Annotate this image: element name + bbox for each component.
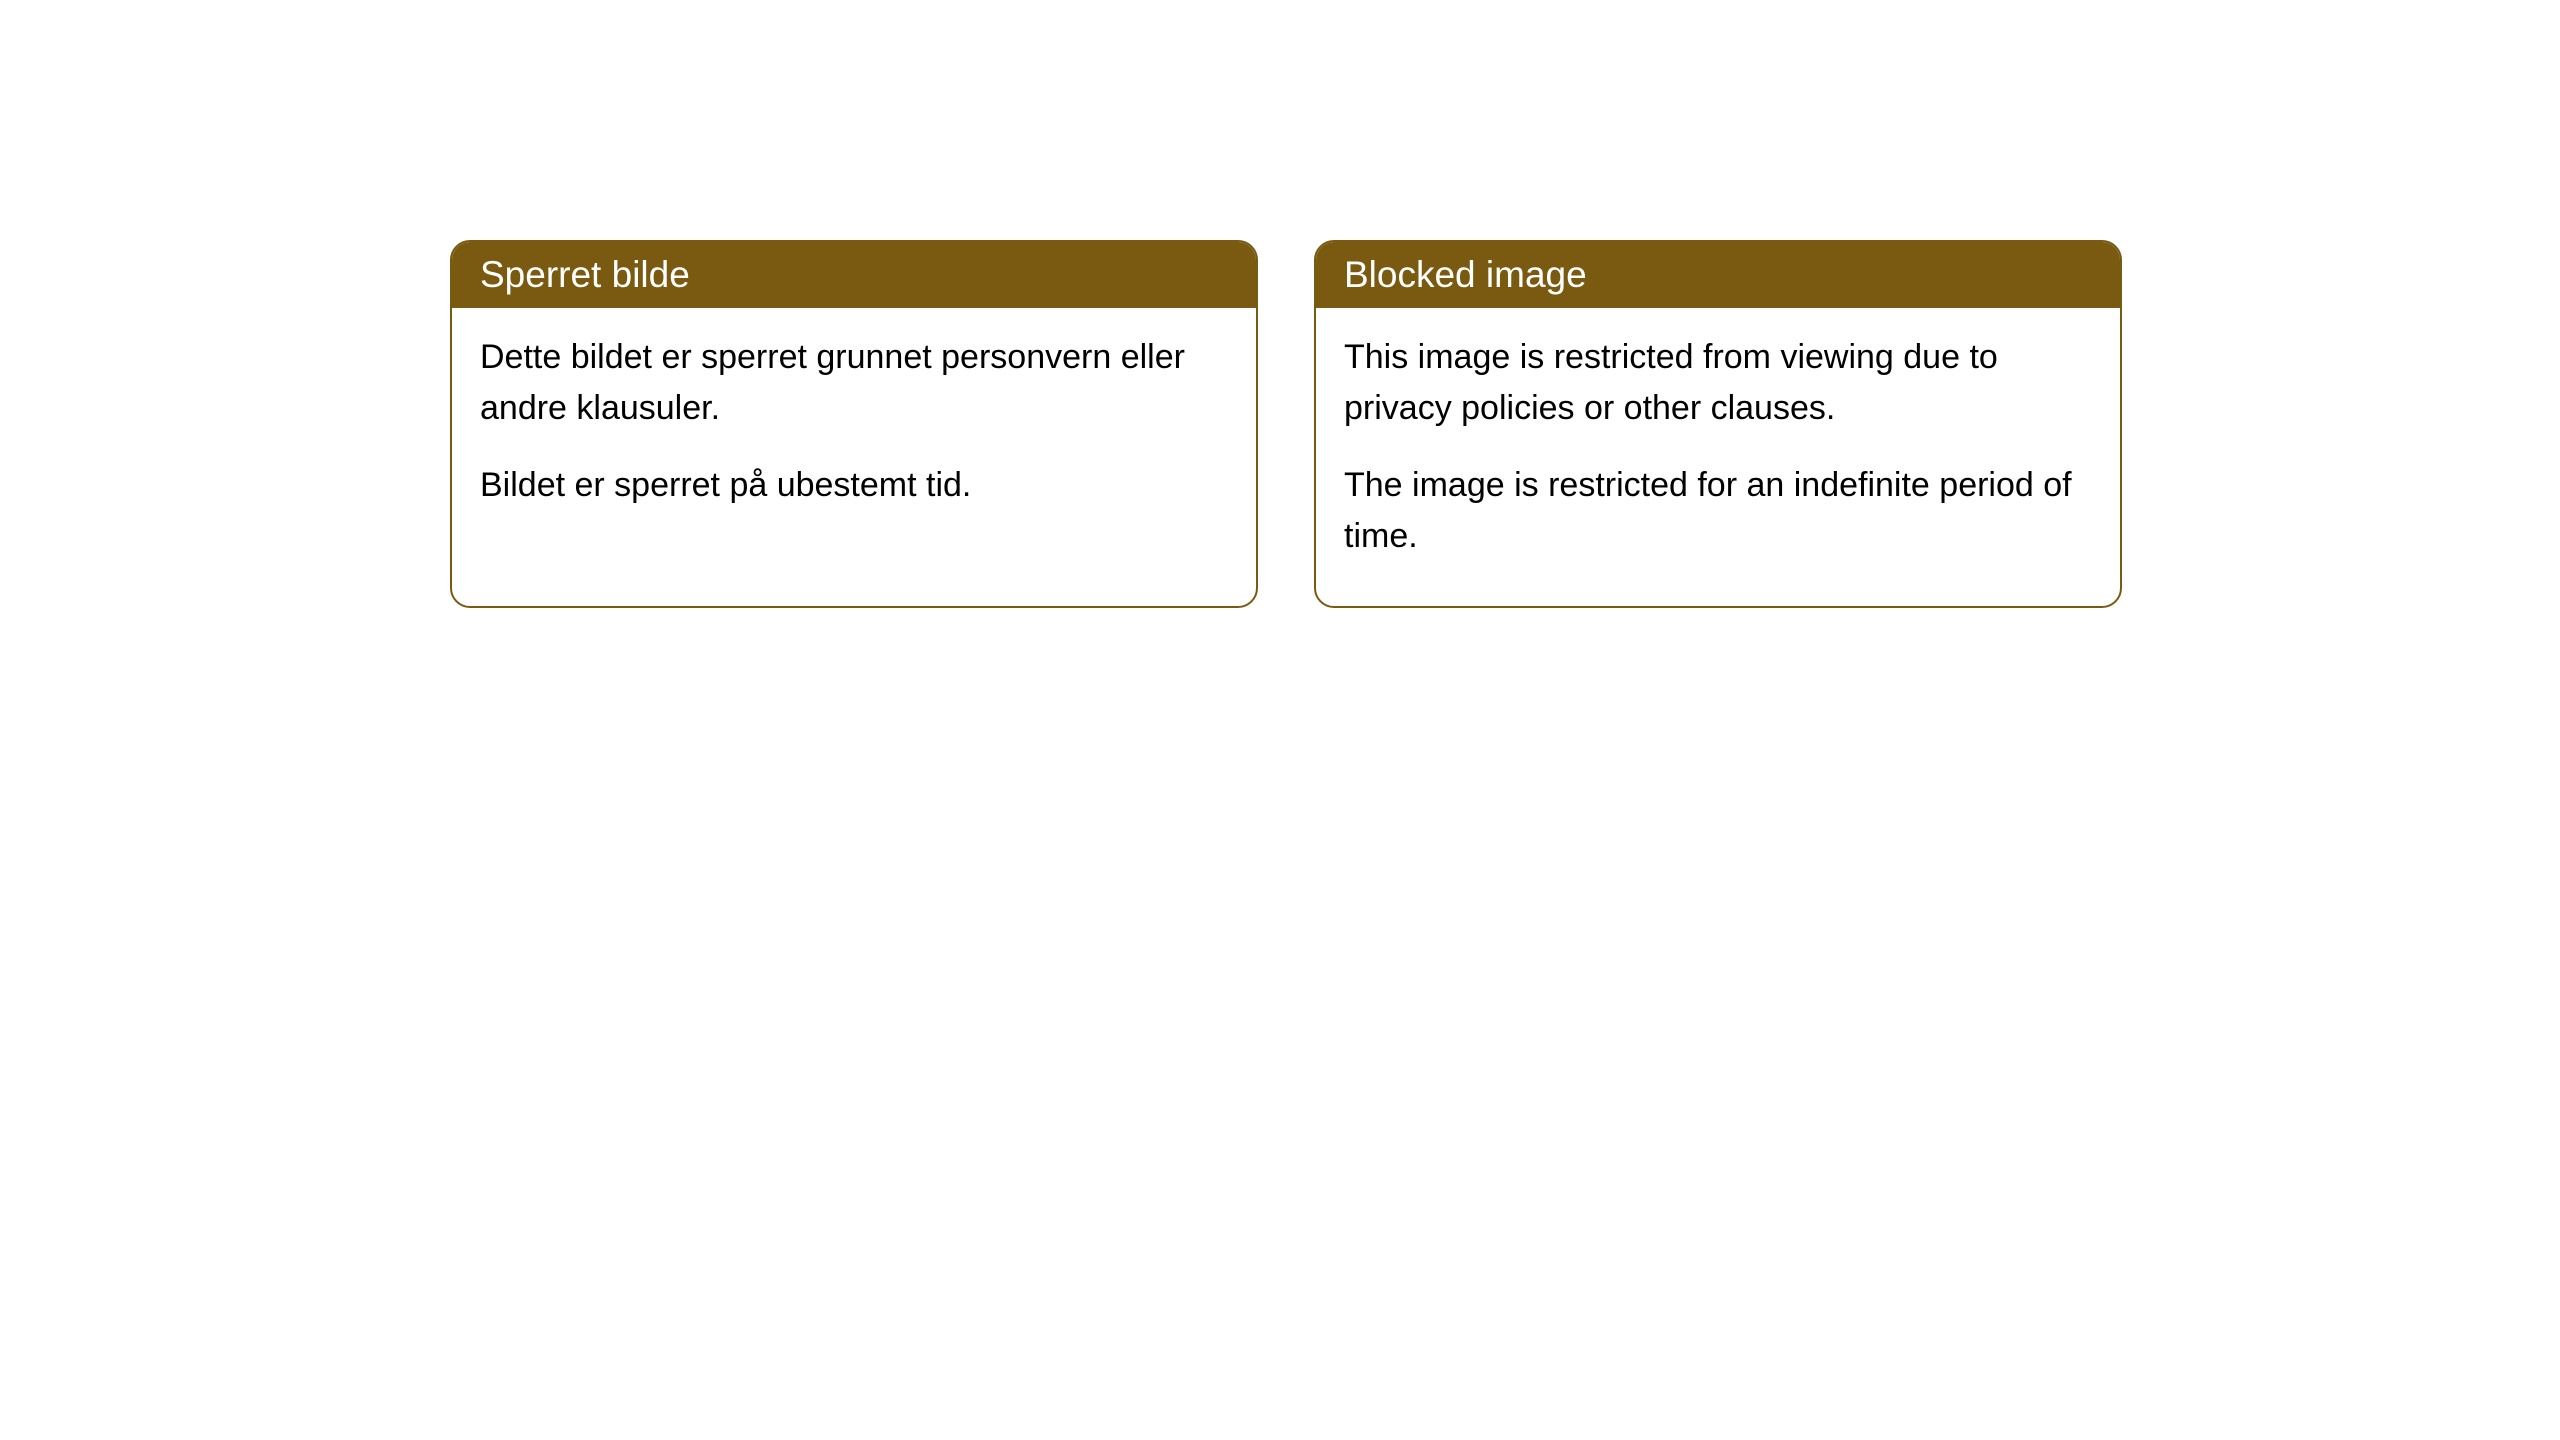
notice-text-norwegian-1: Dette bildet er sperret grunnet personve… <box>480 332 1228 434</box>
card-header-norwegian: Sperret bilde <box>452 242 1256 308</box>
card-body-norwegian: Dette bildet er sperret grunnet personve… <box>452 308 1256 555</box>
notice-text-english-1: This image is restricted from viewing du… <box>1344 332 2092 434</box>
card-body-english: This image is restricted from viewing du… <box>1316 308 2120 606</box>
notice-text-english-2: The image is restricted for an indefinit… <box>1344 460 2092 562</box>
notice-text-norwegian-2: Bildet er sperret på ubestemt tid. <box>480 460 1228 511</box>
notice-card-english: Blocked image This image is restricted f… <box>1314 240 2122 608</box>
notice-cards-container: Sperret bilde Dette bildet er sperret gr… <box>450 240 2122 608</box>
notice-card-norwegian: Sperret bilde Dette bildet er sperret gr… <box>450 240 1258 608</box>
card-header-english: Blocked image <box>1316 242 2120 308</box>
